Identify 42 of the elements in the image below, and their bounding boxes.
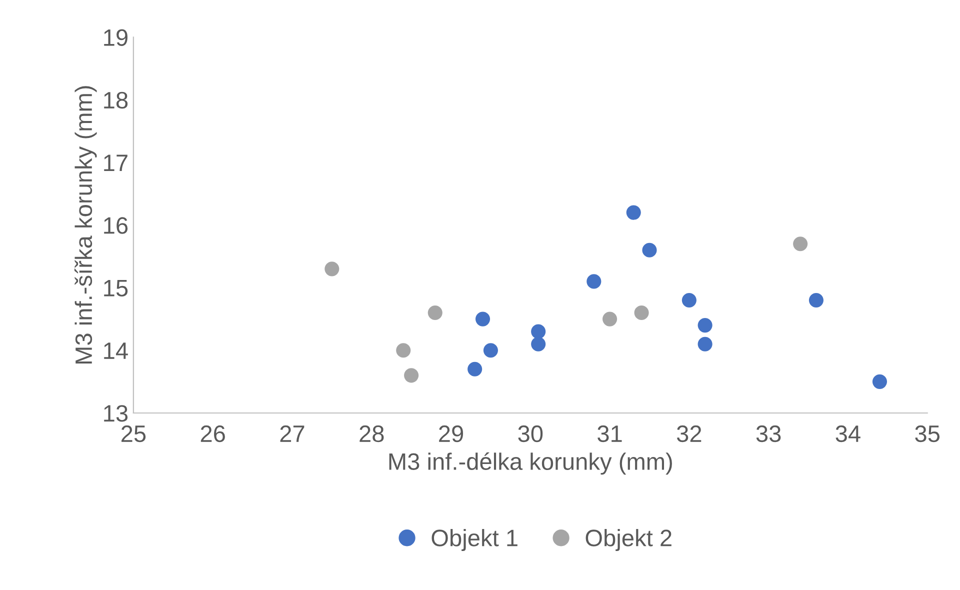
point	[808, 292, 824, 308]
x-tick-label: 30	[518, 425, 543, 442]
y-tick-label: 17	[104, 154, 128, 171]
legend-label: Objekt 1	[432, 529, 518, 552]
point	[872, 374, 888, 389]
point	[626, 205, 641, 220]
point	[682, 292, 696, 308]
x-tick-label: 35	[915, 425, 940, 442]
x-tick-label: 29	[439, 425, 464, 442]
y-axis-title: M3 inf.-šířka korunky (mm)	[74, 86, 97, 364]
point	[404, 368, 419, 383]
point	[586, 274, 602, 289]
point	[475, 312, 490, 326]
x-axis-title: M3 inf.-délka korunky (mm)	[389, 452, 672, 475]
y-tick-label: 19	[104, 29, 128, 46]
point	[483, 343, 498, 358]
point	[793, 236, 808, 252]
point	[396, 343, 411, 358]
x-tick-label: 33	[756, 425, 781, 442]
point	[531, 336, 546, 352]
x-tick-label: 25	[122, 425, 146, 442]
y-tick-label: 14	[104, 342, 128, 359]
point	[324, 262, 340, 276]
point	[642, 242, 657, 258]
point	[531, 324, 546, 339]
y-tick-label: 13	[104, 405, 128, 422]
point	[468, 362, 482, 376]
x-tick-label: 27	[280, 425, 304, 442]
point	[428, 305, 442, 320]
x-tick-label: 28	[360, 425, 384, 442]
x-tick-label: 26	[200, 425, 225, 442]
point	[698, 318, 712, 333]
x-tick-label: 32	[676, 425, 702, 442]
y-tick-label: 16	[104, 217, 128, 234]
point	[698, 336, 712, 352]
point	[634, 305, 649, 320]
point	[602, 312, 618, 326]
x-tick-label: 31	[598, 425, 622, 442]
legend-label: Objekt 2	[586, 529, 672, 552]
y-tick-label: 15	[104, 280, 128, 297]
y-tick-label: 18	[104, 92, 128, 109]
x-tick-label: 34	[836, 425, 860, 442]
